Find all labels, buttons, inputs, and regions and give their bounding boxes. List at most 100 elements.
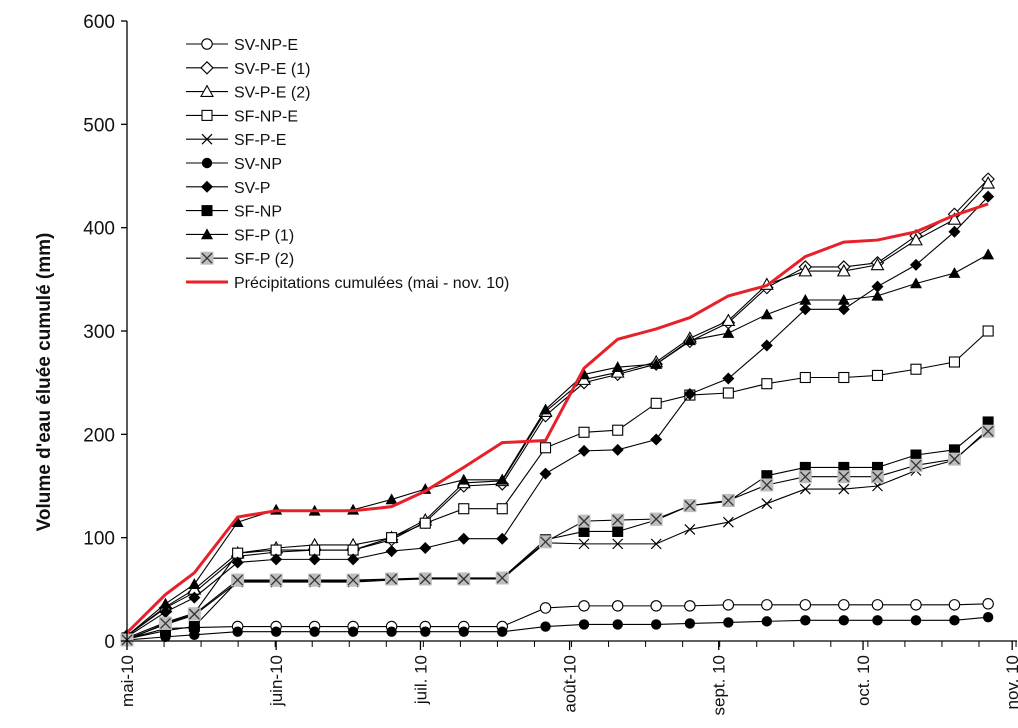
series-line: [126, 616, 989, 641]
marker-stroke: [496, 572, 508, 584]
marker-stroke: [612, 538, 624, 550]
data-point: [650, 433, 663, 446]
data-point: [458, 626, 469, 637]
data-point: [909, 258, 922, 271]
data-point: [309, 626, 320, 637]
series-line: [125, 202, 989, 634]
data-point: [419, 517, 431, 529]
legend-label: SF-P (1): [234, 227, 294, 244]
data-point: [760, 339, 773, 352]
series-3: [121, 325, 994, 644]
marker-stroke: [160, 617, 171, 629]
data-point: [982, 325, 994, 337]
data-point: [497, 626, 508, 637]
data-point: [948, 225, 961, 238]
data-point: [188, 621, 200, 633]
data-point: [159, 625, 171, 637]
data-point: [982, 248, 995, 260]
data-point: [947, 452, 961, 466]
legend-entry: SF-P (1): [186, 227, 294, 244]
data-point: [798, 470, 812, 484]
data-point: [495, 571, 509, 585]
marker-stroke: [684, 500, 696, 512]
data-point: [539, 403, 552, 415]
data-point: [418, 572, 432, 586]
x-tick-label: juil. 10: [411, 655, 430, 705]
data-point: [910, 615, 922, 626]
marker-stroke: [419, 573, 431, 585]
data-point: [838, 371, 850, 384]
data-point: [982, 190, 995, 203]
data-point: [578, 600, 590, 612]
series-2: [120, 176, 996, 642]
x-tick-label: nov. 10: [1003, 655, 1018, 710]
data-point: [871, 280, 884, 293]
legend-entry: SV-P: [186, 180, 270, 197]
x-tick-label: sept. 10: [710, 655, 729, 716]
y-axis-label: Volume d'eau éluée cumulé (mm): [34, 233, 55, 532]
data-point: [871, 599, 884, 611]
legend-entry: SF-NP-E: [186, 108, 298, 125]
legend-entry: SV-P-E (2): [186, 84, 310, 102]
data-point: [982, 416, 994, 428]
data-point: [871, 289, 884, 301]
marker-stroke: [761, 498, 773, 509]
data-point: [611, 361, 624, 372]
data-point: [838, 599, 850, 611]
data-point: [612, 525, 624, 537]
legend-entry: SV-P-E (1): [186, 61, 310, 78]
data-point: [231, 556, 244, 569]
x-tick-label: mai-10: [118, 655, 137, 707]
marker-stroke: [201, 133, 213, 145]
data-point: [386, 532, 398, 544]
data-point: [578, 525, 590, 537]
data-point: [457, 572, 471, 586]
data-point: [270, 553, 283, 566]
legend-label: SF-NP-E: [234, 108, 298, 125]
data-point: [386, 626, 397, 637]
marker-stroke: [910, 459, 922, 471]
data-point: [981, 176, 996, 189]
marker-stroke: [650, 538, 662, 550]
legend-marker: [201, 228, 213, 240]
data-point: [721, 313, 736, 327]
series-line: [126, 196, 989, 638]
marker-stroke: [684, 523, 696, 535]
data-point: [457, 532, 470, 545]
data-point: [949, 615, 960, 626]
legend-entry: SV-NP: [186, 156, 282, 173]
data-point: [760, 478, 774, 492]
series-line: [126, 421, 989, 640]
data-point: [838, 615, 850, 626]
data-point: [837, 470, 851, 484]
data-point: [838, 461, 850, 473]
data-point: [909, 277, 922, 289]
y-tick-label: 200: [83, 425, 115, 446]
series-4: [121, 423, 994, 645]
data-point: [650, 358, 663, 369]
series-7: [121, 416, 994, 645]
data-point: [871, 461, 883, 473]
data-point: [723, 617, 734, 628]
data-point: [982, 612, 994, 623]
data-point: [837, 303, 850, 316]
data-point: [761, 378, 773, 390]
legend-label: SV-P-E (1): [234, 61, 310, 78]
data-point: [578, 538, 590, 550]
marker-stroke: [722, 516, 734, 528]
data-point: [540, 621, 551, 632]
data-point: [650, 397, 662, 409]
data-point: [870, 257, 885, 271]
data-point: [188, 578, 201, 589]
marker-stroke: [948, 453, 960, 465]
data-point: [870, 470, 884, 484]
legend: SV-NP-E SV-P-E (1) SV-P-E (2) SF-NP-E SF-P-E…: [186, 37, 509, 292]
data-point: [269, 573, 283, 587]
data-point: [420, 626, 431, 637]
data-point: [982, 598, 994, 610]
marker-stroke: [540, 536, 552, 548]
y-tick-label: 300: [83, 322, 115, 343]
data-point: [539, 535, 553, 549]
x-tick-label: août-10: [561, 655, 580, 713]
data-point: [909, 458, 923, 472]
